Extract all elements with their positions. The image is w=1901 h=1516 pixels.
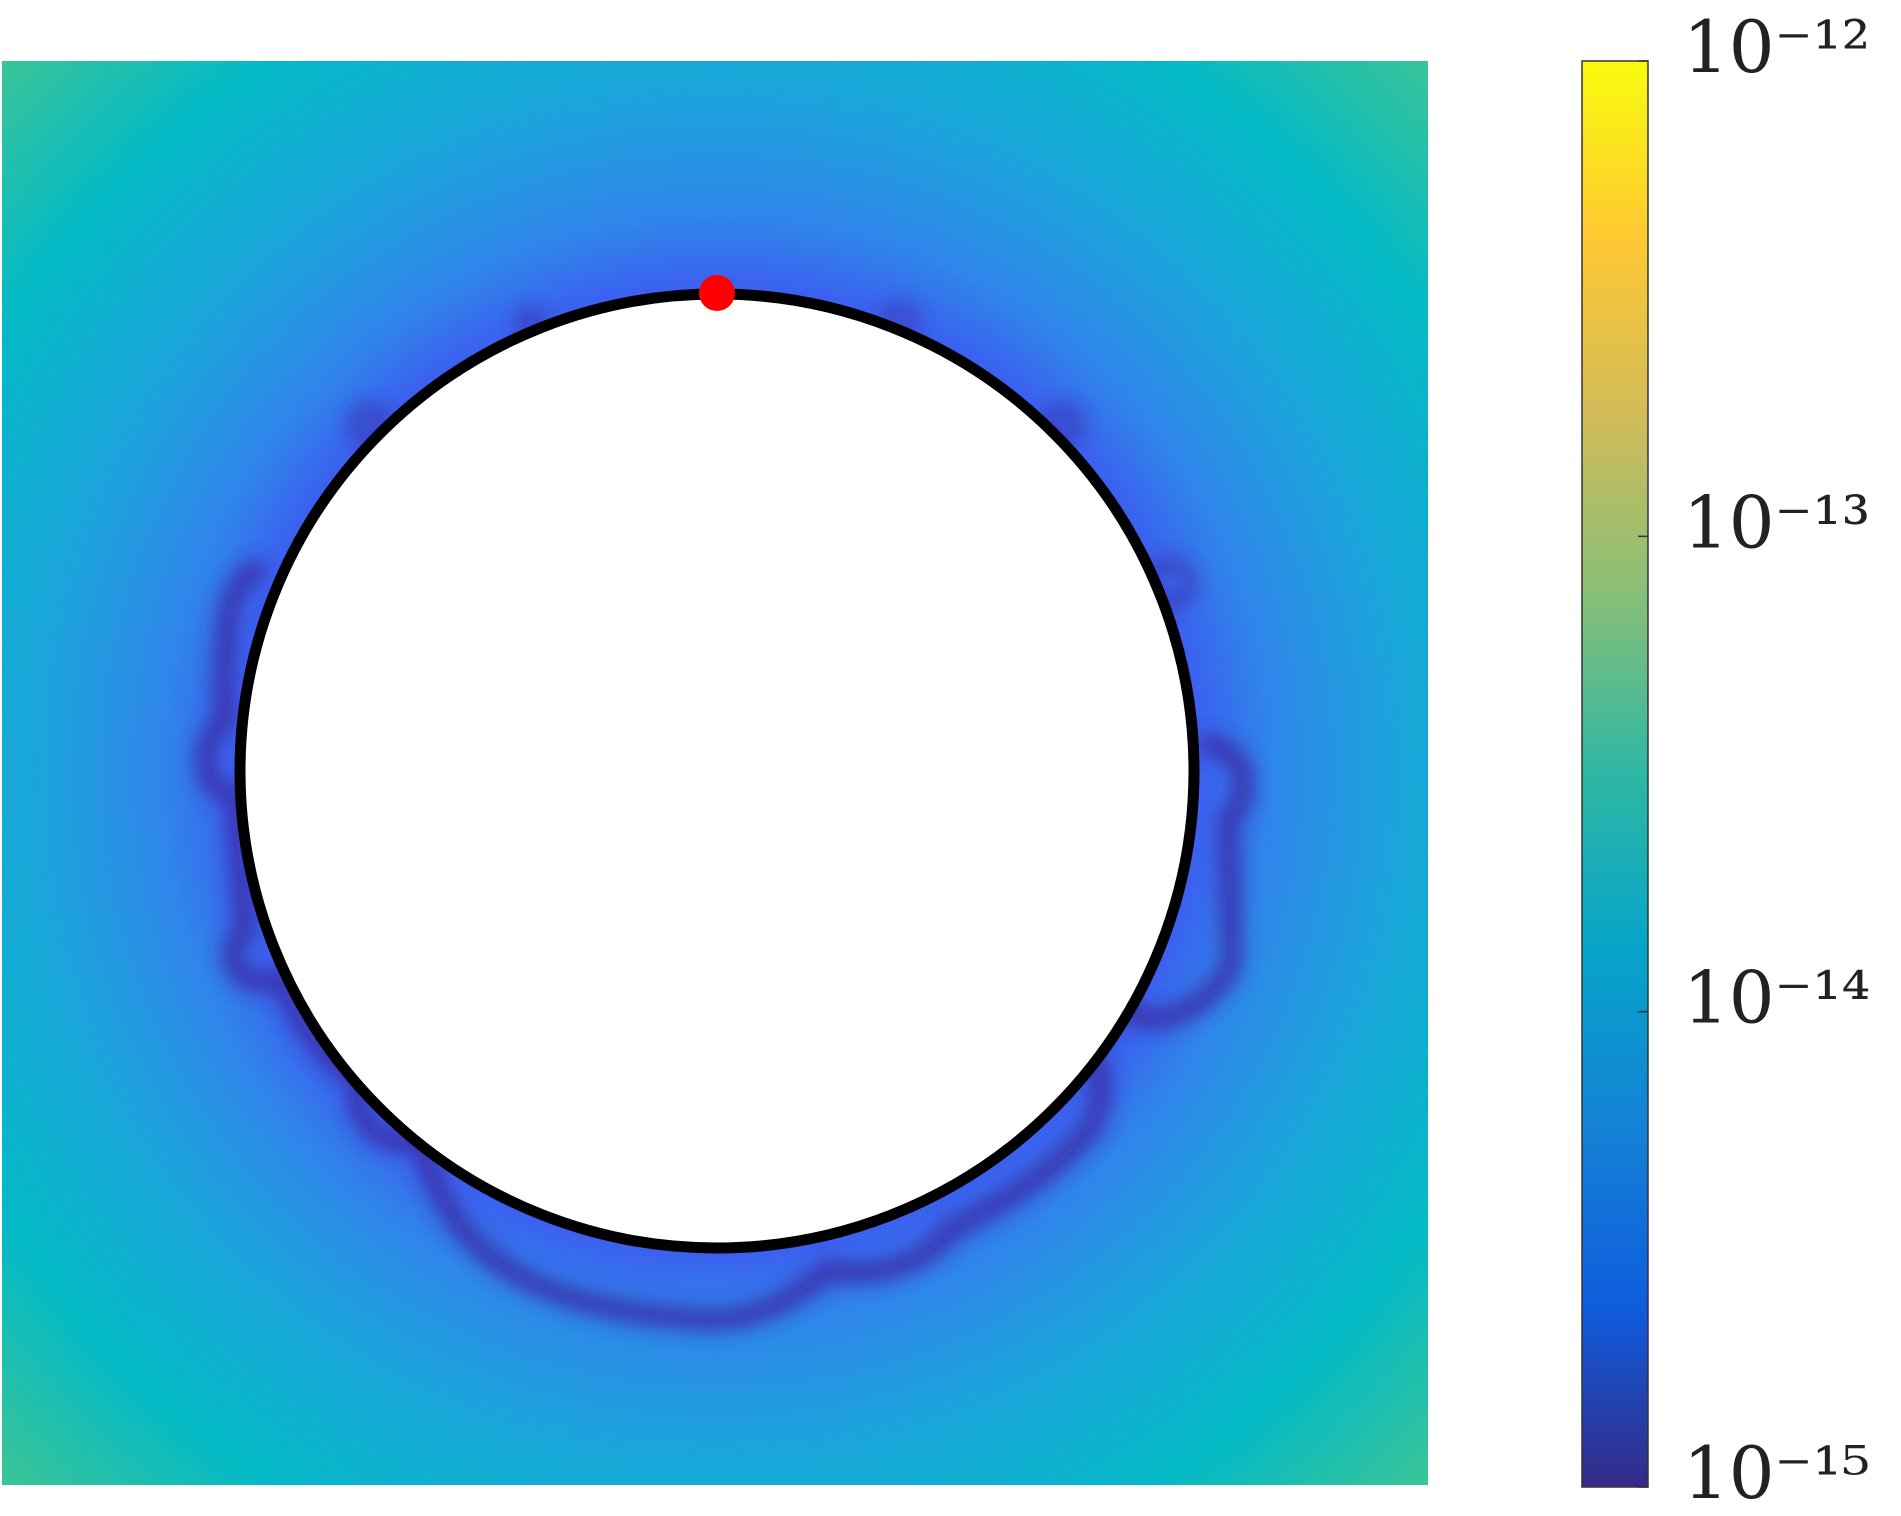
colorbar-tick-label: 10⁻¹³ [1683,480,1870,564]
colorbar-tick-label: 10⁻¹⁵ [1683,1431,1870,1515]
field [2,61,1428,1485]
colorbar-tick-label: 10⁻¹⁴ [1683,956,1870,1040]
colorbar-tick-label: 10⁻¹² [1683,5,1870,89]
circle-boundary [234,288,1200,1254]
source-point [699,275,735,311]
colorbar [1581,60,1649,1488]
